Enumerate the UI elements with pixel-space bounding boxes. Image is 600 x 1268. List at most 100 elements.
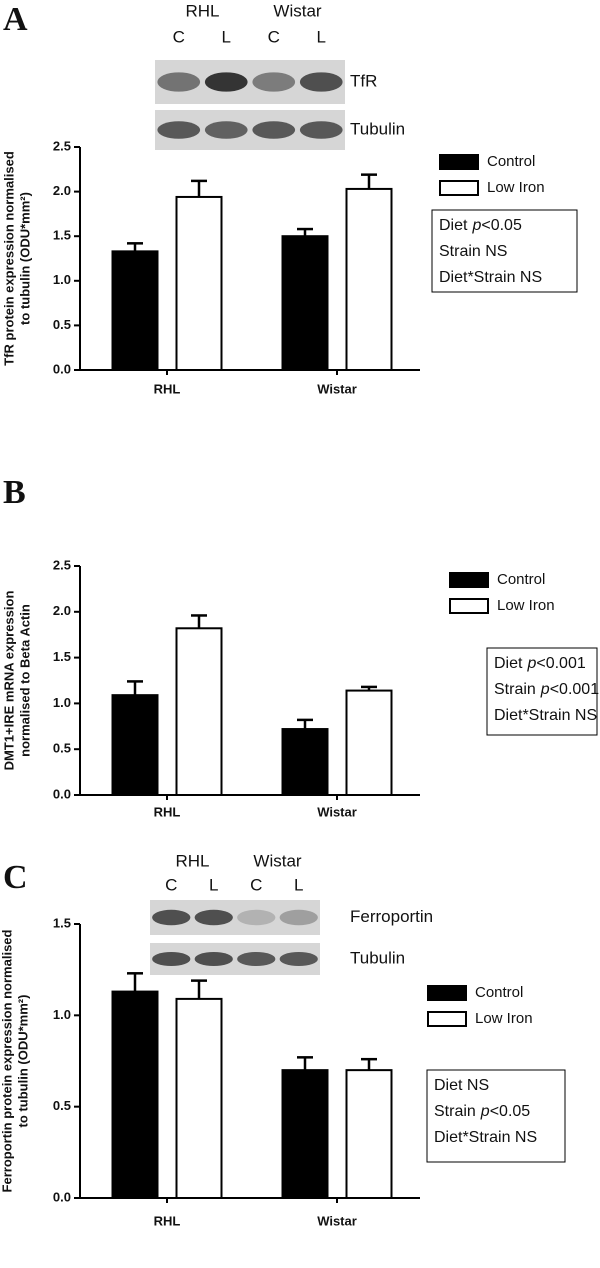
blot-lane: L <box>209 875 218 894</box>
legend-swatch <box>439 154 479 170</box>
stats-line: Diet*Strain NS <box>439 269 542 286</box>
stats-box <box>426 1069 566 1163</box>
stats-text: Strain <box>434 1103 476 1120</box>
stats-text: Diet <box>439 217 468 234</box>
blot-lane: C <box>165 875 177 894</box>
y-axis-label: to tubulin (ODU*mm²) <box>17 192 32 325</box>
y-tick-label: 2.5 <box>53 557 71 572</box>
blot-band <box>252 121 296 139</box>
bar <box>345 1069 393 1199</box>
x-tick-label: RHL <box>154 1213 181 1228</box>
stats-text: Strain <box>494 681 536 698</box>
x-tick-label: Wistar <box>317 381 357 396</box>
legend-label: Control <box>475 984 523 1001</box>
blot-group: Wistar <box>273 1 322 20</box>
y-tick-label: 0.5 <box>53 741 71 756</box>
legend-swatch <box>427 1011 467 1027</box>
x-tick-label: RHL <box>154 804 181 819</box>
y-axis-label: DMT1+IRE mRNA expression <box>1 591 16 771</box>
blot-lane: C <box>268 27 280 46</box>
y-tick-label: 1.5 <box>53 228 71 243</box>
stats-line: Diet*Strain NS <box>494 707 597 724</box>
blot-band <box>237 951 276 967</box>
stats-text: Diet <box>494 655 523 672</box>
stats-line: Strain NS <box>439 243 507 260</box>
stats-line: Diet NS <box>434 1077 489 1094</box>
blot-band <box>237 909 276 926</box>
stats-line: Strain p<0.05 <box>434 1103 530 1120</box>
blot-lane: L <box>294 875 303 894</box>
blot-lane: C <box>250 875 262 894</box>
y-tick-label: 0.5 <box>53 317 71 332</box>
blot-band <box>279 951 318 967</box>
blot-band <box>157 72 201 92</box>
y-tick-label: 1.0 <box>53 695 71 710</box>
legend-label: Low Iron <box>487 179 545 196</box>
y-tick-label: 0.0 <box>53 361 71 376</box>
legend-label: Control <box>497 571 545 588</box>
stats-p: p <box>480 1103 490 1120</box>
stats-text: <0.05 <box>481 217 522 234</box>
blot-band <box>157 121 201 139</box>
stats-line: Diet p<0.05 <box>439 217 522 234</box>
panel-label: A <box>3 1 28 38</box>
y-tick-label: 1.5 <box>53 649 71 664</box>
y-tick-label: 0.0 <box>53 1189 71 1204</box>
stats-text: Diet NS <box>434 1077 489 1094</box>
bar <box>281 1069 329 1199</box>
y-tick-label: 2.0 <box>53 603 71 618</box>
panel-label: B <box>3 474 26 511</box>
bar <box>281 235 329 371</box>
legend-swatch <box>449 572 489 588</box>
stats-text: Diet*Strain NS <box>494 707 597 724</box>
blot-band <box>194 951 233 967</box>
bar <box>111 250 159 371</box>
blot-group: RHL <box>175 851 209 870</box>
y-tick-label: 0.0 <box>53 786 71 801</box>
blot-row-label: Tubulin <box>350 119 405 138</box>
x-tick-label: RHL <box>154 381 181 396</box>
blot-band <box>299 72 343 92</box>
blot-row-label: Tubulin <box>350 948 405 967</box>
y-axis-label: Ferroportin protein expression normalise… <box>0 929 14 1192</box>
legend-swatch <box>449 598 489 614</box>
stats-text: Diet*Strain NS <box>434 1129 537 1146</box>
y-axis-label: to tubulin (ODU*mm²) <box>15 995 30 1128</box>
legend-swatch <box>427 985 467 1001</box>
y-tick-label: 1.5 <box>53 915 71 930</box>
y-tick-label: 0.5 <box>53 1098 71 1113</box>
blot-group: Wistar <box>253 851 302 870</box>
stats-text: <0.05 <box>490 1103 531 1120</box>
blot-lane: L <box>222 27 231 46</box>
stats-box <box>486 647 598 736</box>
bar <box>175 195 223 371</box>
x-tick-label: Wistar <box>317 804 357 819</box>
blot-band <box>204 72 248 92</box>
stats-box <box>431 209 578 293</box>
stats-line: Diet p<0.001 <box>494 655 586 672</box>
blot-band <box>252 72 296 92</box>
blot-lane: C <box>173 27 185 46</box>
blot-band <box>152 951 191 967</box>
blot-band <box>152 909 191 926</box>
stats-text: <0.001 <box>536 655 585 672</box>
y-axis-label: TfR protein expression normalised <box>1 151 16 366</box>
panel-label: C <box>3 859 28 896</box>
blot-band <box>194 909 233 926</box>
blot-lane: L <box>317 27 326 46</box>
bar <box>345 689 393 796</box>
x-tick-label: Wistar <box>317 1213 357 1228</box>
y-axis-label: normalised to Beta Actin <box>17 604 32 757</box>
blot-group: RHL <box>185 1 219 20</box>
bar <box>111 694 159 797</box>
blot-row-label: Ferroportin <box>350 907 433 926</box>
bar <box>175 997 223 1199</box>
blot-row-label: TfR <box>350 71 377 90</box>
legend-swatch <box>439 180 479 196</box>
legend-label: Control <box>487 153 535 170</box>
bar <box>111 990 159 1199</box>
blot-band <box>279 909 318 926</box>
y-tick-label: 1.0 <box>53 1007 71 1022</box>
bar <box>281 728 329 796</box>
